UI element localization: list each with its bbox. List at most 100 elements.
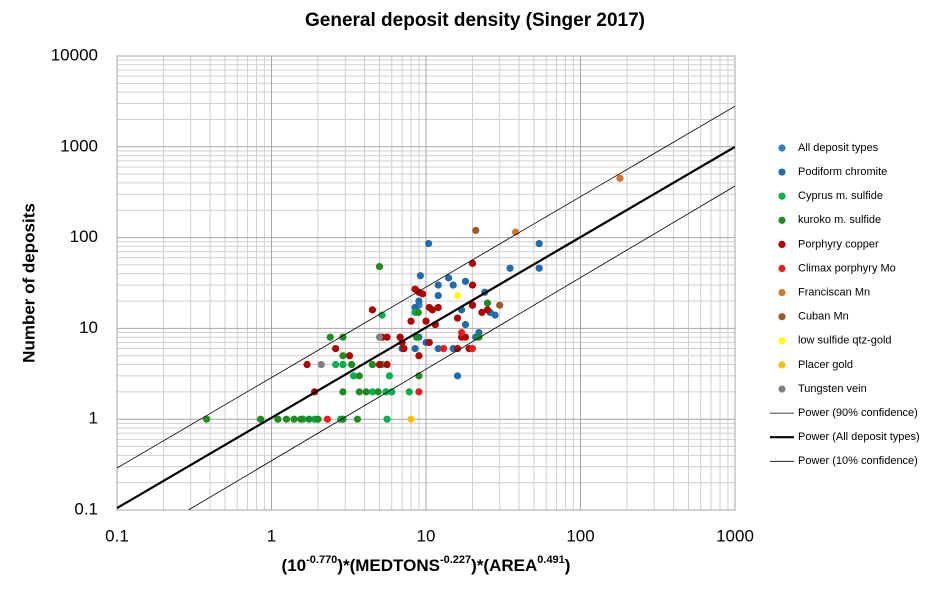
data-point [339, 352, 347, 360]
data-point [453, 372, 462, 380]
data-point [461, 277, 470, 285]
data-point [453, 291, 462, 300]
data-point [274, 415, 282, 423]
data-point [345, 352, 354, 360]
data-point [355, 388, 363, 396]
legend-label: Franciscan Mn [798, 287, 870, 299]
legend-marker [778, 216, 786, 224]
data-point [400, 344, 408, 353]
plot-frame [116, 55, 736, 511]
x-axis-label-part: )*(MEDTONS [337, 556, 440, 575]
x-tick-label: 100 [566, 526, 594, 545]
data-point [339, 333, 347, 341]
data-point [368, 360, 377, 369]
legend-marker [778, 337, 786, 345]
data-point [305, 415, 313, 423]
data-point [413, 333, 421, 341]
data-point [458, 328, 466, 337]
data-point [353, 415, 362, 423]
legend-label: Tungsten vein [798, 383, 867, 395]
data-point [428, 306, 436, 314]
x-axis-label-part: (10 [282, 556, 307, 575]
legend-marker [778, 144, 786, 152]
data-point [383, 360, 391, 369]
x-axis-label-part: 0.491 [537, 554, 565, 566]
x-axis-label-part: )*(AREA [471, 556, 537, 575]
y-tick-label: 1 [89, 409, 98, 428]
legend-marker [778, 289, 786, 297]
x-tick-label: 10 [417, 526, 436, 545]
legend-label: Cuban Mn [798, 311, 849, 323]
data-point [414, 308, 422, 317]
data-point [434, 291, 442, 300]
data-point [468, 259, 477, 267]
data-point [422, 317, 430, 325]
data-point [535, 264, 543, 272]
data-point [323, 415, 331, 423]
data-point [202, 415, 211, 423]
data-point [350, 372, 358, 380]
x-tick-label: 1 [267, 526, 276, 545]
data-point [355, 372, 363, 380]
x-axis-label-part: -0.227 [440, 554, 471, 566]
data-point [256, 415, 265, 423]
y-tick-label: 100 [70, 227, 98, 246]
legend-label: All deposit types [798, 142, 879, 154]
x-axis-label-part: ) [565, 556, 571, 575]
data-point [468, 344, 477, 353]
data-point [339, 388, 347, 396]
data-point [290, 415, 298, 423]
x-tick-label: 1000 [716, 526, 754, 545]
data-point [405, 388, 413, 396]
data-point [506, 264, 514, 272]
data-point [478, 308, 486, 317]
data-point [425, 338, 433, 347]
legend-marker [778, 240, 786, 248]
data-point [332, 360, 340, 369]
data-point [378, 311, 386, 319]
data-point [468, 301, 477, 309]
legend-marker [778, 168, 786, 176]
legend-marker [778, 385, 786, 393]
data-point [388, 388, 396, 396]
data-point [415, 352, 423, 360]
data-point [434, 344, 442, 353]
data-point [362, 388, 370, 396]
x-axis-label-part: -0.770 [306, 554, 337, 566]
data-point [407, 317, 415, 325]
data-point [425, 239, 433, 248]
data-point [385, 372, 394, 380]
data-point [407, 415, 415, 423]
data-point [535, 239, 543, 248]
data-point [444, 274, 453, 282]
y-tick-label: 10000 [51, 45, 98, 64]
data-point [491, 311, 499, 319]
legend-label: kuroko m. sulfide [798, 214, 881, 226]
data-point [375, 360, 384, 369]
legend-label: Power (10% confidence) [798, 455, 918, 467]
data-point [453, 344, 462, 353]
x-tick-label: 0.1 [105, 526, 129, 545]
data-point [461, 321, 470, 329]
y-tick-label: 10 [79, 318, 98, 337]
data-point [348, 360, 356, 369]
data-point [418, 290, 427, 298]
legend-label: Porphyry copper [798, 238, 879, 250]
data-point [411, 344, 419, 353]
data-point [449, 281, 457, 289]
legend-label: Power (All deposit types) [798, 431, 920, 443]
data-point [472, 226, 480, 235]
data-point [317, 360, 325, 369]
data-point [375, 262, 384, 271]
data-point [483, 306, 492, 314]
legend-label: Podiform chromite [798, 166, 887, 178]
data-point [332, 344, 340, 353]
data-point [303, 360, 311, 369]
data-point [483, 299, 492, 307]
data-point [375, 333, 384, 341]
y-tick-label: 0.1 [74, 499, 98, 518]
data-point [383, 415, 391, 423]
legend-marker [778, 361, 786, 369]
data-point [440, 344, 448, 353]
